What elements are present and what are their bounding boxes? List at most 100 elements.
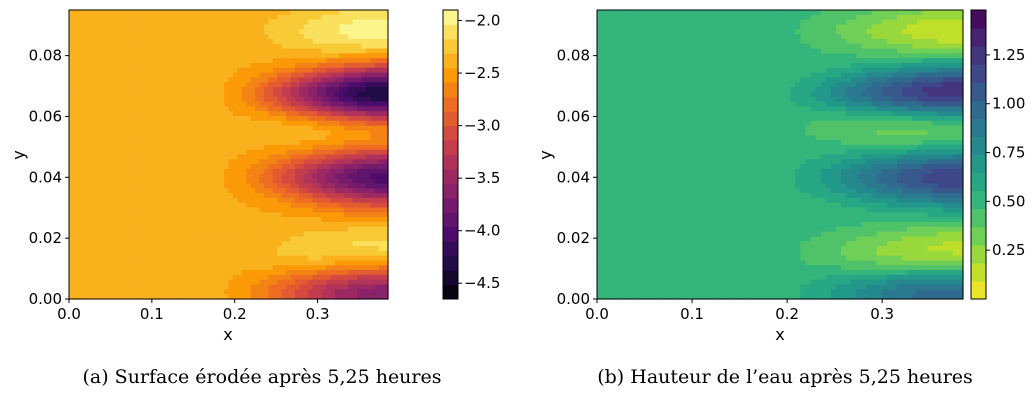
contour-cell-a	[224, 115, 230, 122]
contour-cell-a	[286, 62, 292, 69]
contour-cell-a	[290, 10, 296, 16]
contour-cell-a	[170, 159, 176, 165]
contour-cell-b	[688, 34, 695, 40]
contour-cell-b	[861, 34, 868, 40]
contour-cell-a	[188, 236, 194, 242]
contour-cell-b	[917, 24, 923, 30]
contour-cell-a	[281, 178, 287, 184]
contour-cell-a	[241, 221, 247, 228]
contour-cell-a	[179, 279, 185, 286]
contour-cell-a	[188, 96, 194, 103]
contour-cell-a	[82, 217, 88, 223]
contour-cell-a	[126, 270, 132, 276]
contour-cell-b	[678, 29, 685, 35]
contour-cell-a	[330, 101, 336, 107]
contour-cell-a	[237, 106, 243, 112]
contour-cell-a	[321, 144, 327, 151]
contour-cell-a	[219, 289, 225, 295]
contour-cell-a	[339, 82, 345, 88]
contour-cell-a	[201, 241, 207, 247]
contour-cell-a	[246, 29, 252, 35]
contour-cell-a	[82, 193, 88, 199]
contour-cell-a	[197, 72, 203, 79]
contour-cell-a	[321, 115, 327, 122]
contour-cell-a	[348, 274, 354, 281]
contour-cell-a	[308, 270, 314, 276]
contour-cell-a	[104, 154, 110, 160]
contour-cell-a	[148, 111, 154, 117]
contour-cell-a	[215, 72, 221, 79]
contour-cell-a	[153, 115, 159, 122]
contour-cell-a	[277, 106, 283, 112]
contour-cell-b	[693, 38, 700, 45]
contour-cell-a	[69, 274, 75, 281]
contour-cell-b	[688, 48, 695, 54]
contour-cell-a	[246, 10, 252, 16]
contour-cell-b	[597, 10, 603, 16]
contour-cell-a	[148, 294, 154, 300]
contour-cell-a	[131, 250, 137, 257]
contour-cell-a	[343, 164, 349, 170]
contour-cell-a	[122, 236, 128, 242]
contour-cell-a	[246, 87, 252, 93]
contour-cell-a	[312, 101, 318, 107]
contour-cell-b	[891, 14, 898, 21]
contour-cell-a	[210, 270, 216, 276]
contour-cell-a	[272, 43, 278, 50]
contour-cell-a	[277, 24, 283, 30]
contour-cell-a	[294, 250, 300, 257]
contour-cell-a	[131, 246, 137, 252]
contour-cell-a	[197, 106, 203, 112]
contour-cell-a	[383, 236, 389, 242]
contour-cell-b	[841, 24, 847, 30]
contour-cell-a	[281, 212, 287, 218]
contour-cell-a	[148, 250, 154, 257]
contour-cell-a	[246, 62, 252, 69]
contour-cell-b	[780, 24, 786, 30]
contour-cell-a	[299, 91, 305, 98]
contour-cell-a	[241, 188, 247, 194]
contour-cell-a	[95, 183, 101, 189]
contour-cell-a	[325, 178, 331, 184]
contour-cell-a	[255, 58, 261, 64]
contour-cell-a	[255, 241, 261, 247]
contour-cell-a	[232, 144, 238, 151]
contour-cell-a	[166, 58, 172, 64]
contour-cell-a	[263, 250, 269, 257]
contour-cell-b	[886, 43, 893, 50]
contour-cell-a	[263, 19, 269, 26]
contour-cell-a	[95, 221, 101, 228]
contour-cell-a	[365, 14, 371, 21]
contour-cell-b	[668, 29, 674, 35]
contour-cell-a	[215, 202, 221, 209]
contour-cell-a	[246, 231, 252, 237]
contour-cell-a	[77, 125, 83, 132]
contour-cell-a	[356, 231, 363, 237]
contour-cell-a	[122, 149, 128, 156]
contour-cell-a	[241, 72, 247, 79]
contour-cell-a	[330, 140, 336, 146]
contour-cell-b	[769, 48, 776, 54]
contour-cell-a	[255, 115, 261, 122]
contour-cell-a	[215, 255, 221, 262]
contour-cell-a	[339, 154, 345, 160]
contour-cell-a	[153, 96, 159, 103]
contour-cell-a	[339, 159, 345, 165]
contour-cell-a	[135, 217, 141, 223]
x-tick-label-a: 0.3	[306, 305, 330, 323]
contour-cell-a	[250, 82, 256, 88]
contour-cell-a	[144, 149, 150, 156]
contour-cell-a	[162, 188, 168, 194]
contour-cell-a	[95, 140, 101, 146]
contour-cell-a	[108, 212, 114, 218]
contour-cell-a	[312, 159, 318, 165]
contour-cell-a	[365, 10, 371, 16]
contour-cell-a	[215, 24, 221, 30]
contour-cell-a	[104, 115, 110, 122]
contour-cell-b	[774, 43, 781, 50]
contour-cell-b	[851, 14, 857, 21]
contour-cell-a	[317, 24, 323, 30]
contour-cell-a	[148, 24, 154, 30]
contour-cell-a	[184, 289, 190, 295]
contour-cell-b	[825, 24, 832, 30]
